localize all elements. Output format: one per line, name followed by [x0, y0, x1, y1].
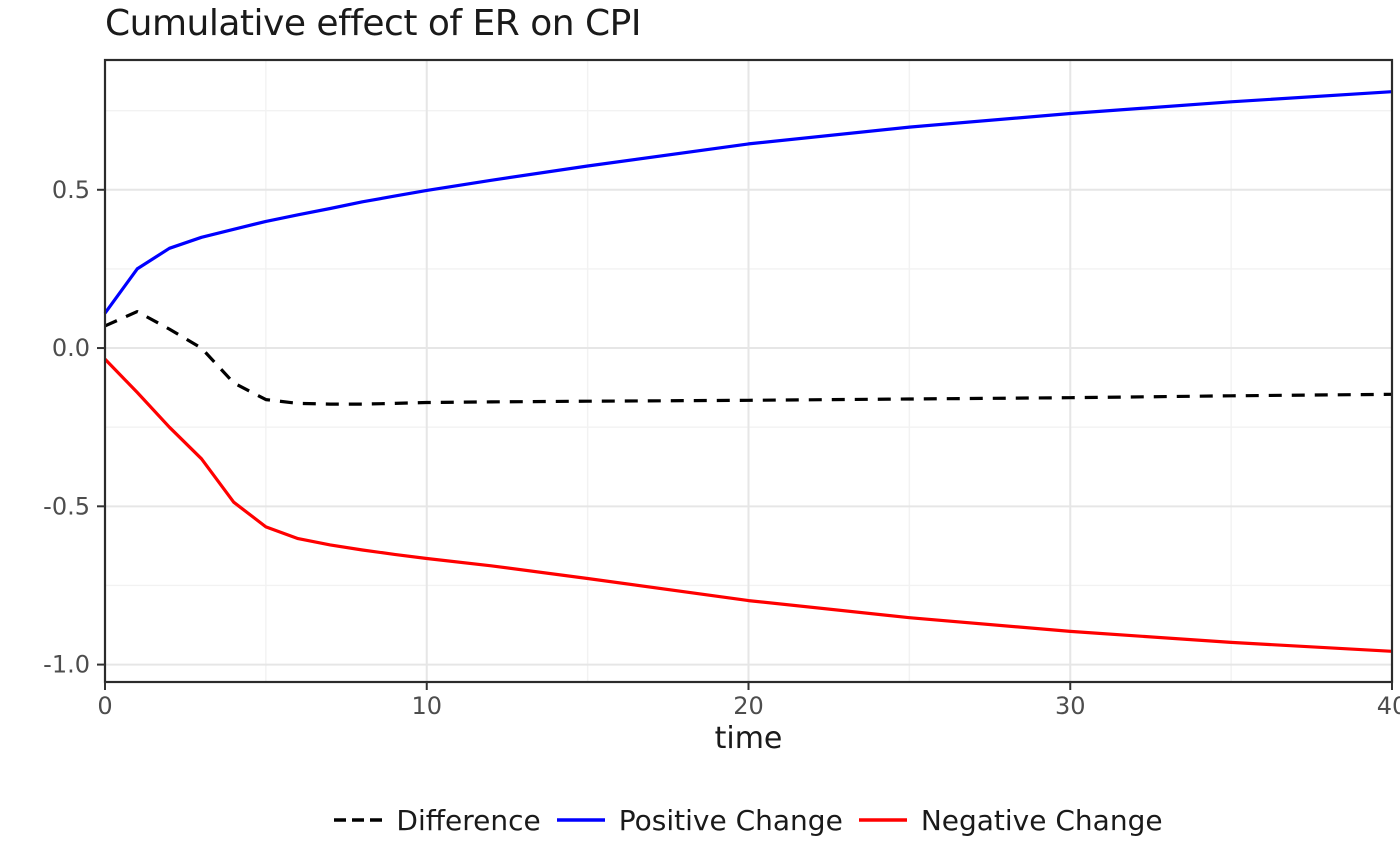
y-tick-label: -0.5: [43, 492, 90, 520]
legend-label: Negative Change: [920, 803, 1163, 837]
solid-line-key-icon: [858, 818, 907, 822]
x-tick-label: 10: [411, 692, 442, 720]
y-tick-label: -1.0: [43, 651, 90, 679]
legend-label: Positive Change: [618, 803, 843, 837]
positive-change-line: [103, 90, 1393, 315]
x-tick-label: 0: [97, 692, 112, 720]
x-tick-label: 20: [733, 692, 764, 720]
y-tick-label: 0.5: [52, 176, 90, 204]
solid-line-key-icon: [556, 818, 605, 822]
x-tick-label: 30: [1055, 692, 1086, 720]
negative-change-line: [103, 357, 1393, 653]
chart-title: Cumulative effect of ER on CPI: [105, 3, 642, 44]
difference-line: [104, 310, 1393, 406]
legend-item-positive-change: Positive Change: [556, 803, 843, 837]
x-axis-title: time: [715, 721, 783, 756]
legend-item-negative-change: Negative Change: [858, 803, 1163, 837]
y-tick-label: 0.0: [52, 334, 90, 362]
legend: Difference Positive Change Negative Change: [105, 795, 1392, 845]
plot-area: 0 10 20 30 40 0.5 0.0 -0.5 -1.0 time: [43, 58, 1400, 756]
legend-label: Difference: [396, 803, 541, 837]
dashed-line-key-icon: [334, 818, 383, 822]
x-tick-label: 40: [1377, 692, 1400, 720]
legend-item-difference: Difference: [334, 803, 541, 837]
